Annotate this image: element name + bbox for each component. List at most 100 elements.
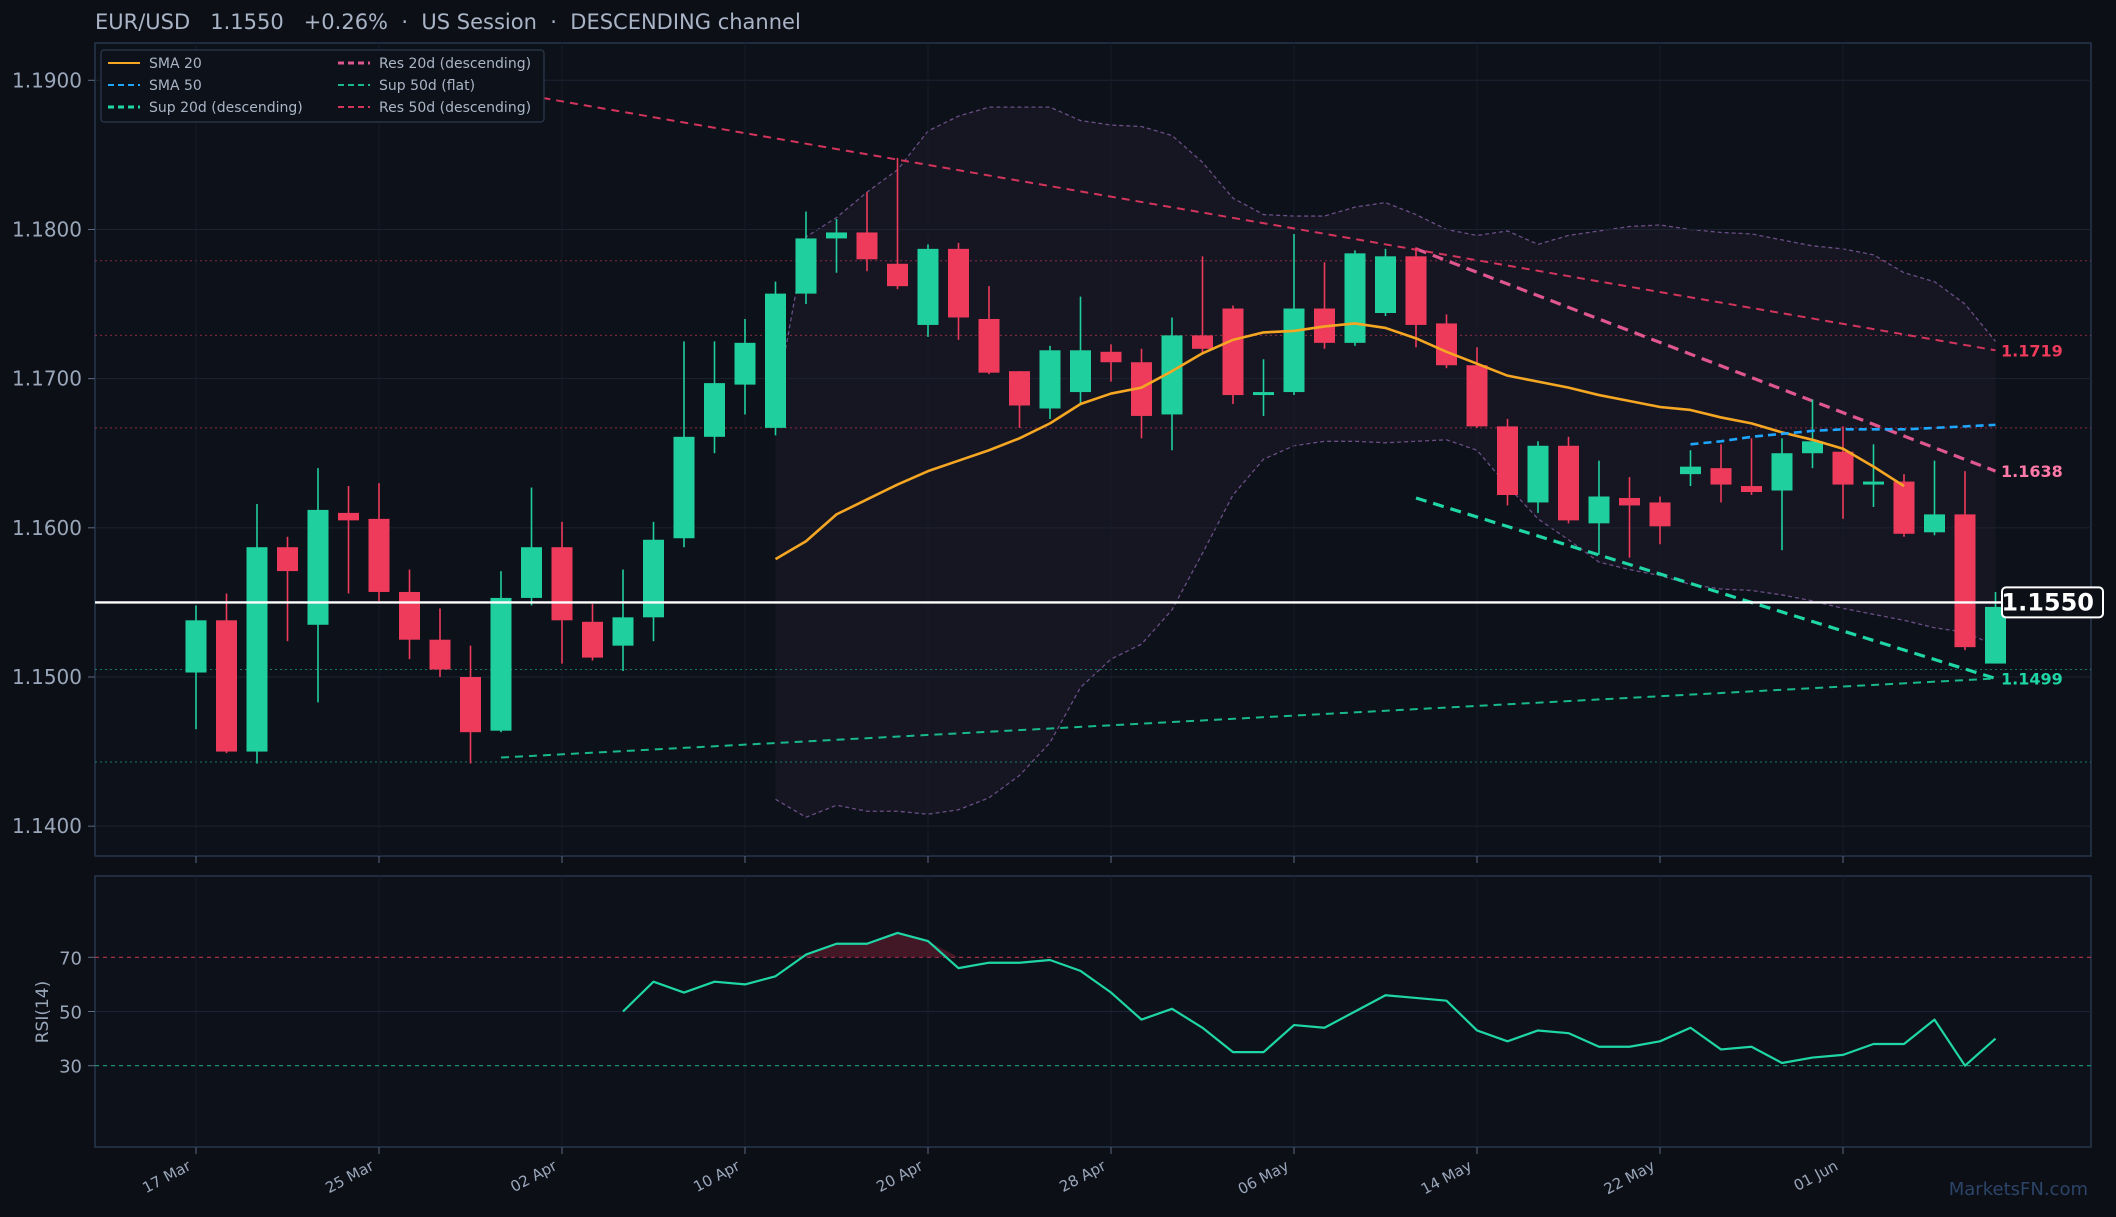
candle[interactable] [1192, 256, 1213, 354]
time-tick-label: 28 Apr [1056, 1156, 1109, 1196]
candle[interactable] [399, 569, 420, 660]
candle-body [307, 509, 329, 625]
candle[interactable] [1070, 296, 1091, 405]
candle[interactable] [1924, 460, 1945, 536]
candle[interactable] [1100, 344, 1122, 382]
candle[interactable] [1161, 317, 1183, 451]
rsi-tick-label: 50 [59, 1003, 82, 1024]
candle-body [490, 597, 512, 731]
candle[interactable] [1405, 247, 1427, 348]
grid [95, 43, 2091, 1147]
candle-body [673, 436, 695, 539]
candle[interactable] [1222, 305, 1244, 405]
candle[interactable] [1375, 248, 1396, 316]
price-tick-label: 1.1900 [12, 68, 82, 92]
candle-body [948, 248, 969, 318]
level-label: 1.1499 [2001, 669, 2063, 688]
candle-body [1131, 362, 1152, 416]
price-tick-label: 1.1400 [12, 814, 82, 838]
trendline [1415, 496, 1996, 681]
legend-label: SMA 50 [149, 78, 202, 94]
candle[interactable] [1131, 348, 1152, 439]
candle[interactable] [1863, 444, 1884, 507]
watermark: MarketsFN.com [1948, 1179, 2088, 1200]
candle-body [1863, 481, 1884, 485]
candle[interactable] [185, 605, 207, 730]
candle-body [582, 621, 603, 658]
candle[interactable] [368, 483, 390, 601]
candle[interactable] [826, 219, 847, 273]
candle[interactable] [429, 608, 451, 677]
candle[interactable] [307, 468, 329, 703]
candle-body [1375, 256, 1396, 314]
candle[interactable] [978, 286, 1000, 375]
candle[interactable] [1344, 250, 1366, 346]
candle[interactable] [948, 242, 969, 340]
candle[interactable] [460, 645, 481, 764]
candle[interactable] [856, 192, 878, 272]
candle[interactable] [277, 536, 298, 642]
candle[interactable] [1619, 477, 1640, 558]
candle[interactable] [216, 593, 237, 754]
level-label: 1.1638 [2001, 462, 2063, 481]
candle[interactable] [612, 569, 634, 672]
candles[interactable] [185, 157, 2007, 764]
candle[interactable] [917, 244, 939, 337]
rsi-tick-label: 70 [59, 948, 82, 969]
candle[interactable] [1802, 399, 1823, 469]
candle[interactable] [1954, 471, 1976, 651]
candle-body [1680, 466, 1701, 475]
candle[interactable] [1680, 450, 1701, 487]
candle[interactable] [1009, 371, 1030, 428]
moving-averages [774, 322, 1996, 561]
candle[interactable] [795, 211, 817, 305]
candle[interactable] [1039, 345, 1061, 419]
candle[interactable] [1710, 444, 1732, 503]
rsi-series: 30 50 70 RSI(14) [33, 931, 2091, 1078]
candle[interactable] [887, 157, 908, 290]
candle-body [1283, 308, 1305, 393]
candle[interactable] [1832, 426, 1854, 519]
candle-body [277, 547, 298, 572]
candle[interactable] [734, 318, 756, 415]
candle[interactable] [1649, 496, 1671, 545]
candle-body [1192, 335, 1213, 349]
candle-body [1466, 365, 1488, 427]
time-tick-label: 25 Mar [322, 1156, 377, 1197]
candle-body [460, 676, 481, 733]
candle-body [1161, 335, 1183, 415]
rsi-overbought-fill [928, 941, 959, 958]
candle[interactable] [1771, 438, 1793, 551]
candle-body [551, 547, 573, 621]
candle[interactable] [246, 503, 268, 764]
candle[interactable] [1558, 436, 1579, 524]
candle[interactable] [490, 571, 512, 733]
candle[interactable] [1466, 347, 1488, 428]
candle[interactable] [1253, 359, 1274, 416]
candle[interactable] [582, 603, 603, 661]
price-tick-label: 1.1600 [12, 516, 82, 540]
candle[interactable] [1741, 438, 1762, 495]
chart-title: EUR/USD 1.1550 +0.26% · US Session · DES… [95, 10, 801, 34]
candle[interactable] [1893, 474, 1915, 537]
candle-body [917, 248, 939, 325]
candle[interactable] [1588, 460, 1610, 555]
candle-body [1710, 468, 1732, 485]
candle-body [856, 232, 878, 260]
candle[interactable] [338, 486, 359, 594]
time-tick-label: 22 May [1601, 1157, 1658, 1199]
rsi-overbought-fill [897, 932, 928, 958]
candle[interactable] [765, 281, 786, 436]
candle[interactable] [643, 521, 664, 642]
candle[interactable] [673, 341, 695, 548]
candle-body [1954, 514, 1976, 648]
candle[interactable] [1985, 591, 2006, 664]
candle-body [1771, 453, 1793, 491]
candle[interactable] [704, 341, 725, 454]
candle[interactable] [1497, 418, 1518, 506]
candle[interactable] [1527, 441, 1549, 513]
candle[interactable] [521, 487, 542, 606]
candle-body [1741, 486, 1762, 493]
rsi-overbought-fill [836, 943, 867, 958]
